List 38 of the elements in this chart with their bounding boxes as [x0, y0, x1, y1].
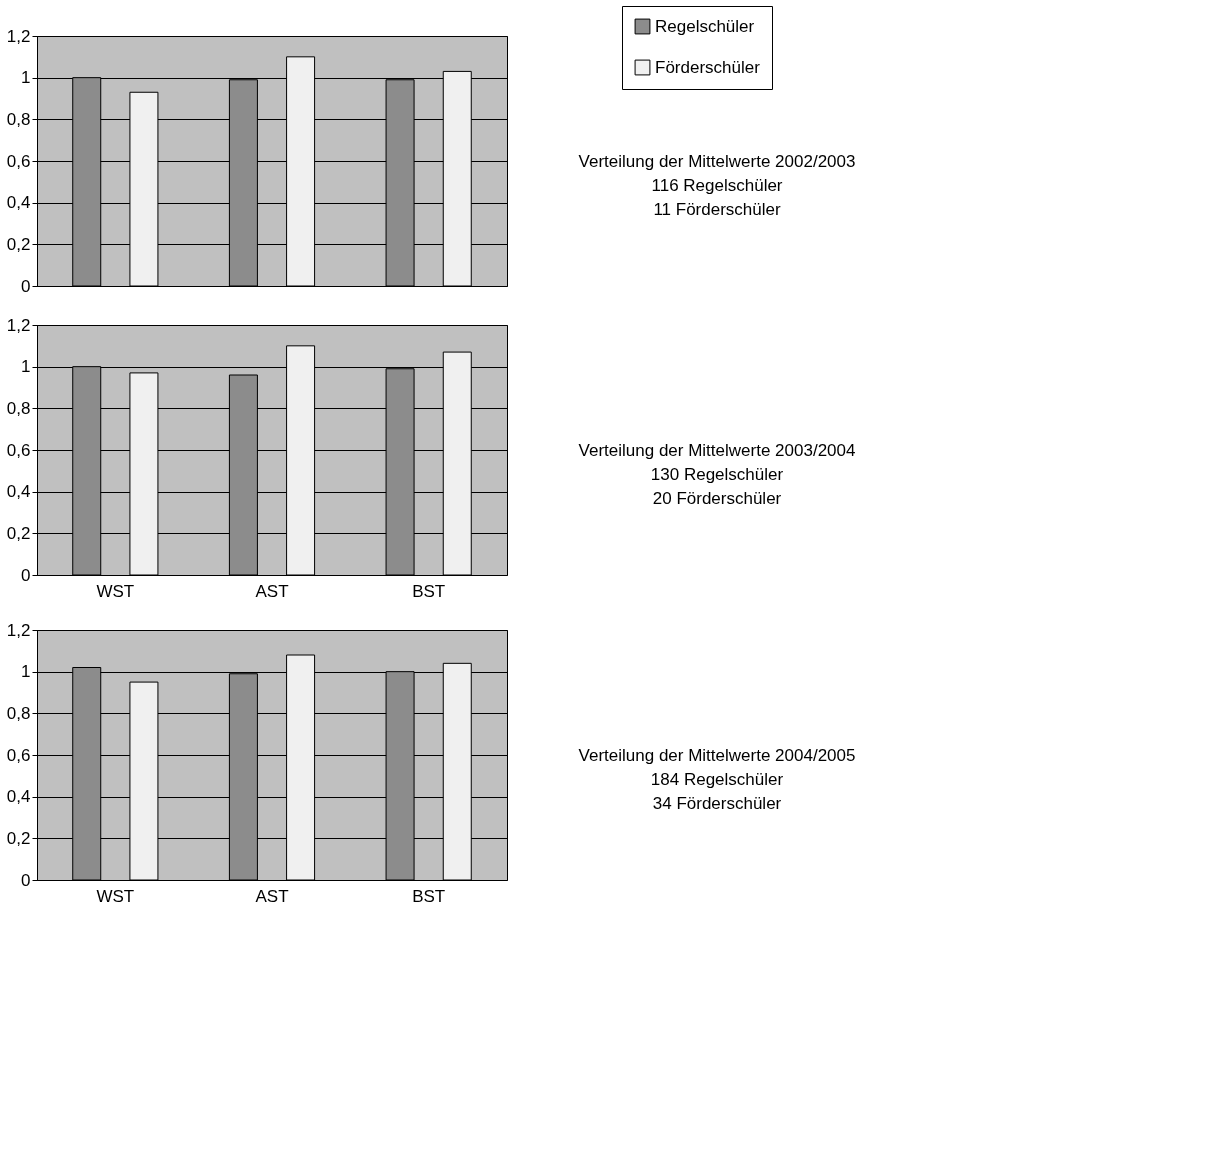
y-tick-label: 0,2 [6, 828, 31, 848]
text: 184 Regelschüler [650, 770, 784, 789]
y-tick-label: 1 [21, 68, 31, 88]
y-tick-label: 0,4 [6, 787, 31, 807]
y-tick-label: 0,6 [6, 151, 31, 171]
y-tick-label: 0,4 [6, 193, 31, 213]
y-tick-label: 1,2 [6, 26, 31, 46]
x-tick-label: AST [255, 581, 289, 601]
y-tick-label: 0,4 [6, 482, 31, 502]
text: 11 Förderschüler [653, 200, 781, 219]
y-tick-label: 0,8 [6, 109, 31, 129]
x-tick-label: BST [412, 581, 446, 601]
y-tick-label: 0 [21, 276, 31, 296]
x-tick-label: BST [412, 886, 446, 906]
x-tick-label: WST [96, 581, 135, 601]
y-tick-label: 1 [21, 357, 31, 377]
y-tick-label: 0,6 [6, 745, 31, 765]
y-tick-label: 0,8 [6, 398, 31, 418]
y-tick-label: 0 [21, 565, 31, 585]
text: Verteilung der Mittelwerte 2004/2005 [578, 746, 856, 765]
y-tick-label: 0,2 [6, 234, 31, 254]
y-tick-label: 1,2 [6, 620, 31, 640]
text: 34 Förderschüler [652, 794, 782, 813]
y-tick-label: 0 [21, 870, 31, 890]
text: 116 Regelschüler [651, 176, 783, 195]
text: Verteilung der Mittelwerte 2003/2004 [578, 441, 856, 460]
y-tick-label: 0,6 [6, 440, 31, 460]
legend-label: Regelschüler [655, 16, 755, 36]
text: 20 Förderschüler [652, 489, 782, 508]
text: Verteilung der Mittelwerte 2002/2003 [578, 152, 856, 171]
x-tick-label: AST [255, 886, 289, 906]
y-tick-label: 0,8 [6, 703, 31, 723]
y-tick-label: 1,2 [6, 315, 31, 335]
legend-label: Förderschüler [655, 57, 761, 77]
x-tick-label: WST [96, 886, 135, 906]
text: 130 Regelschüler [650, 465, 784, 484]
y-tick-label: 0,2 [6, 523, 31, 543]
y-tick-label: 1 [21, 662, 31, 682]
